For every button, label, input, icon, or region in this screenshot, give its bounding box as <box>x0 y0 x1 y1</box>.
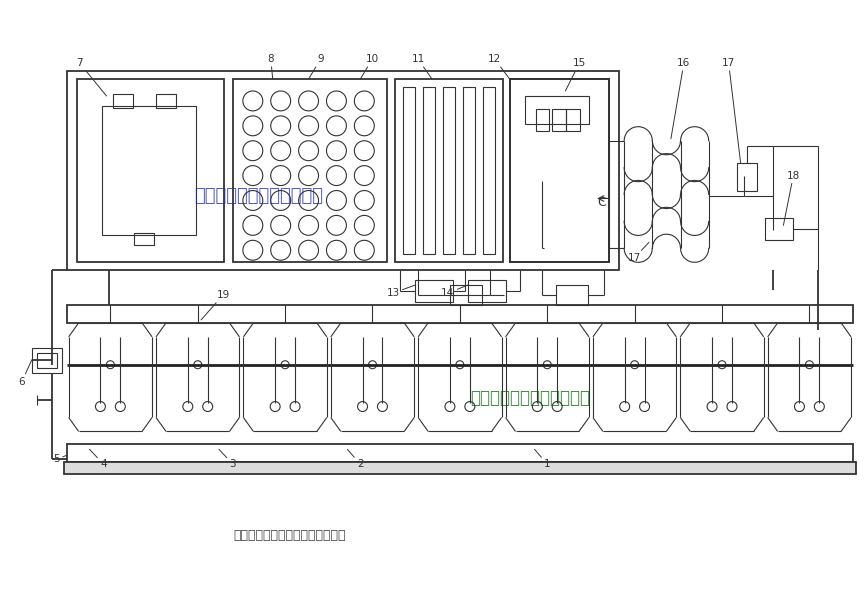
Text: 17: 17 <box>628 242 649 263</box>
Bar <box>415 280 453 302</box>
Text: 14: 14 <box>442 285 468 298</box>
Text: 5: 5 <box>54 454 67 464</box>
Bar <box>134 234 154 245</box>
Text: 2: 2 <box>347 450 364 469</box>
Text: 4: 4 <box>89 450 107 469</box>
Text: 9: 9 <box>308 54 324 79</box>
Bar <box>395 79 502 262</box>
Bar <box>566 109 580 131</box>
Text: 1: 1 <box>534 450 551 469</box>
Bar <box>525 96 589 124</box>
Bar <box>423 87 435 254</box>
Text: 17: 17 <box>722 58 740 163</box>
Text: C: C <box>598 195 606 209</box>
Bar <box>462 87 475 254</box>
Text: 集约化水产养殖循环水系统半面图: 集约化水产养殖循环水系统半面图 <box>233 529 346 542</box>
Bar <box>404 87 415 254</box>
Bar <box>101 106 196 235</box>
Bar <box>766 218 793 240</box>
Text: 13: 13 <box>386 285 415 298</box>
Bar <box>76 79 224 262</box>
Text: 18: 18 <box>784 171 800 225</box>
Bar <box>67 71 619 270</box>
Bar <box>468 280 506 302</box>
Bar <box>156 94 176 108</box>
Bar <box>535 109 549 131</box>
Text: 19: 19 <box>201 290 229 320</box>
Text: 8: 8 <box>268 54 274 79</box>
Text: 3: 3 <box>219 450 236 469</box>
Bar <box>113 94 133 108</box>
Text: 7: 7 <box>76 58 107 96</box>
Bar <box>553 109 566 131</box>
Text: 北京今明远大科技有限公司: 北京今明远大科技有限公司 <box>194 187 323 204</box>
Text: 15: 15 <box>565 58 586 91</box>
Text: 16: 16 <box>671 58 690 138</box>
Bar <box>67 444 853 462</box>
Bar <box>450 285 481 305</box>
Text: 6: 6 <box>18 360 32 387</box>
Bar <box>67 305 853 323</box>
Text: 12: 12 <box>488 54 510 79</box>
Bar <box>510 79 609 262</box>
Bar <box>233 79 387 262</box>
Text: 11: 11 <box>411 54 432 79</box>
Bar <box>443 87 455 254</box>
Bar <box>37 353 56 368</box>
Text: 10: 10 <box>360 54 378 79</box>
Bar <box>557 285 588 305</box>
Bar <box>64 462 856 474</box>
Text: 北京今明远大科技有限公司: 北京今明远大科技有限公司 <box>470 389 590 407</box>
Bar <box>482 87 494 254</box>
Bar <box>32 348 61 373</box>
Bar <box>510 79 609 262</box>
Bar <box>737 163 757 190</box>
